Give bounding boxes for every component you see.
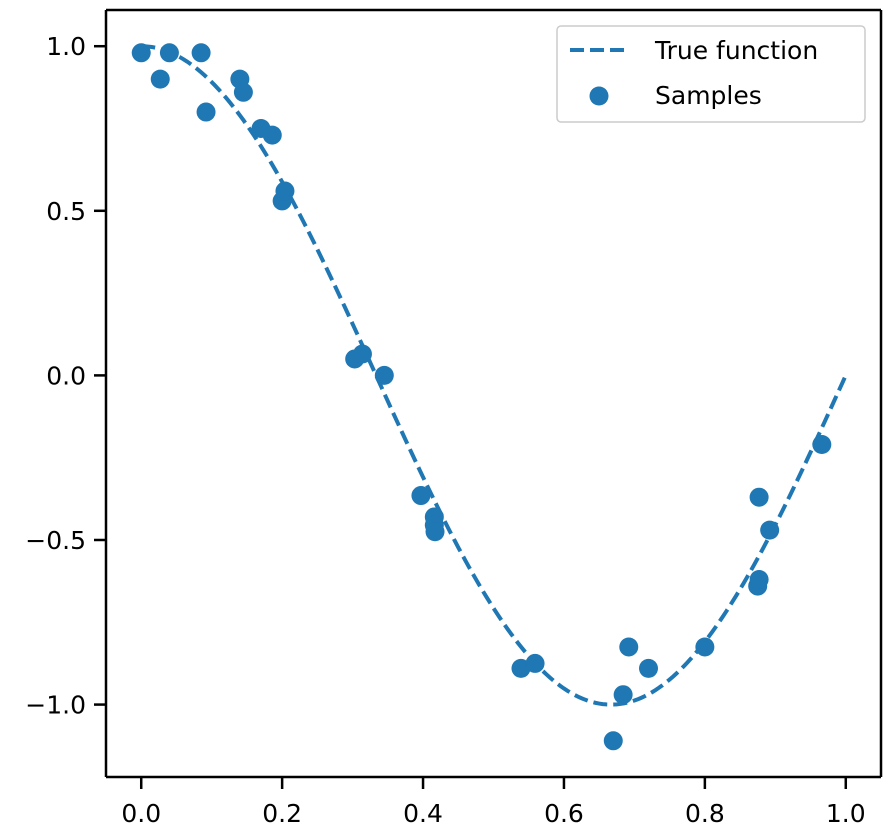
sample-point bbox=[812, 435, 832, 455]
sample-point bbox=[233, 82, 253, 102]
y-tick-label: 0.0 bbox=[46, 361, 86, 390]
y-tick-label: −0.5 bbox=[25, 526, 86, 555]
sample-point bbox=[619, 637, 639, 657]
sample-point bbox=[131, 43, 151, 63]
sample-point bbox=[760, 520, 780, 540]
sample-point bbox=[749, 569, 769, 589]
sample-point bbox=[411, 486, 431, 506]
legend: True function Samples bbox=[556, 25, 866, 123]
x-tick-label: 0.4 bbox=[403, 799, 443, 828]
sample-point bbox=[695, 637, 715, 657]
sample-point bbox=[613, 685, 633, 705]
x-tick-label: 0.6 bbox=[544, 799, 584, 828]
legend-label-true-function: True function bbox=[654, 36, 818, 65]
axes: 0.0 0.2 0.4 0.6 0.8 1.0 1.0 0.5 0.0 −0.5 −1.0 bbox=[25, 8, 883, 828]
sample-point bbox=[374, 365, 394, 385]
x-tick-label: 0.2 bbox=[262, 799, 302, 828]
sample-point bbox=[196, 102, 216, 122]
sample-point bbox=[749, 487, 769, 507]
sample-point bbox=[425, 522, 445, 542]
x-tick-label: 0.8 bbox=[685, 799, 725, 828]
sample-point bbox=[352, 344, 372, 364]
y-tick-label: −1.0 bbox=[25, 691, 86, 720]
sample-point bbox=[262, 125, 282, 145]
sample-point bbox=[603, 731, 623, 751]
sample-point bbox=[159, 43, 179, 63]
sample-point bbox=[639, 658, 658, 678]
x-tick-label: 1.0 bbox=[826, 799, 866, 828]
true-function-line bbox=[141, 44, 848, 707]
y-tick-label: 1.0 bbox=[46, 32, 86, 61]
sample-point bbox=[150, 69, 170, 89]
legend-frame bbox=[556, 25, 866, 123]
legend-marker-swatch bbox=[589, 86, 609, 106]
plot-area bbox=[131, 43, 848, 751]
sample-point bbox=[191, 43, 211, 63]
x-tick-label: 0.0 bbox=[121, 799, 161, 828]
sample-point bbox=[525, 653, 545, 673]
legend-label-samples: Samples bbox=[655, 81, 762, 110]
y-tick-label: 0.5 bbox=[46, 197, 86, 226]
sample-point bbox=[275, 181, 295, 201]
